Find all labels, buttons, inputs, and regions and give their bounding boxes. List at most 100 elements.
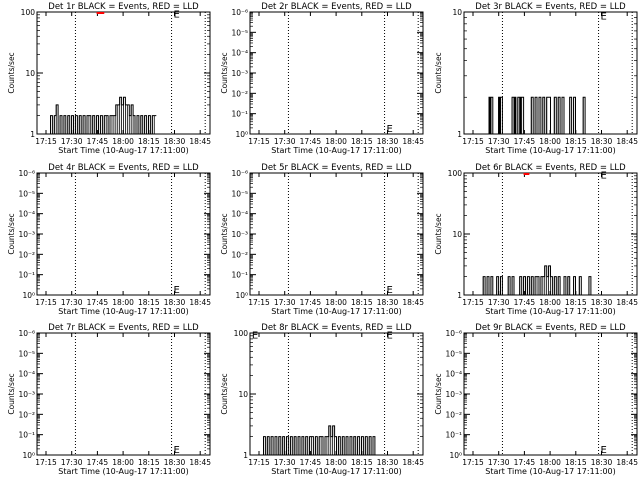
- y-tick-label: 10⁻¹: [18, 271, 35, 280]
- chart-panel-2: Det 2r BLACK = Events, RED = LLD 17:15 17:…: [220, 2, 424, 155]
- chart-panel-4: Det 4r BLACK = Events, RED = LLD 17:15 17:…: [7, 163, 211, 316]
- e-marker: E: [600, 445, 606, 456]
- x-tick-label: 18:30: [591, 298, 613, 307]
- x-tick-label: 18:30: [164, 137, 186, 146]
- y-tick-label: 10⁻³: [445, 390, 462, 399]
- chart-panel-6: Det 6r BLACK = Events, RED = LLD 17:15 17:…: [434, 163, 638, 316]
- e-marker: E: [173, 9, 179, 20]
- y-axis-label: Counts/sec: [7, 373, 16, 414]
- x-tick-label: 18:30: [164, 298, 186, 307]
- x-tick-label: 18:00: [112, 137, 134, 146]
- x-axis-label: Start Time (10-Aug-17 17:11:00): [485, 146, 616, 155]
- x-tick-label: 18:15: [138, 137, 160, 146]
- x-tick-label: 17:15: [35, 298, 57, 307]
- events-series: [263, 425, 377, 456]
- x-tick-label: 17:15: [248, 137, 270, 146]
- x-tick-label: 17:30: [488, 458, 510, 467]
- y-tick-label: 10⁻⁶: [18, 169, 35, 178]
- x-tick-label: 17:30: [488, 137, 510, 146]
- x-tick-label: 18:00: [112, 458, 134, 467]
- y-tick-label: 1: [457, 291, 462, 300]
- x-tick-label: 18:30: [591, 458, 613, 467]
- y-tick-label: 10⁰: [449, 451, 462, 460]
- x-tick-label: 18:45: [616, 137, 638, 146]
- y-axis-label: Counts/sec: [434, 52, 443, 93]
- e-marker: E: [173, 285, 179, 296]
- y-tick-label: 10⁻⁶: [18, 329, 35, 338]
- x-tick-label: 17:45: [514, 137, 536, 146]
- x-tick-label: 18:00: [325, 458, 347, 467]
- e-marker: E: [600, 11, 606, 22]
- x-axis-label: Start Time (10-Aug-17 17:11:00): [485, 467, 616, 476]
- x-axis-label: Start Time (10-Aug-17 17:11:00): [58, 307, 189, 316]
- y-tick-label: 10⁰: [22, 451, 35, 460]
- y-tick-label: 10⁻³: [18, 230, 35, 239]
- y-tick-label: 10⁻⁴: [231, 49, 248, 58]
- y-tick-label: 100: [234, 329, 249, 338]
- x-tick-label: 17:30: [488, 298, 510, 307]
- plot-frame: [249, 172, 424, 296]
- y-tick-label: 10⁻⁶: [445, 329, 462, 338]
- y-tick-label: 10⁻¹: [18, 431, 35, 440]
- x-tick-label: 17:15: [462, 298, 484, 307]
- x-tick-label: 18:45: [616, 298, 638, 307]
- y-tick-label: 10⁻⁴: [445, 370, 462, 379]
- x-tick-label: 17:45: [300, 298, 322, 307]
- e-marker: E: [252, 330, 258, 341]
- y-tick-label: 10⁻⁴: [18, 370, 35, 379]
- y-tick-label: 1: [243, 451, 248, 460]
- chart-title: Det 2r BLACK = Events, RED = LLD: [261, 2, 412, 12]
- y-tick-label: 10⁻²: [18, 410, 35, 419]
- x-tick-label: 17:30: [61, 137, 83, 146]
- chart-panel-5: Det 5r BLACK = Events, RED = LLD 17:15 17:…: [220, 163, 424, 316]
- events-series: [482, 265, 593, 296]
- chart-panel-1: Det 1r BLACK = Events, RED = LLD 17:15 17:…: [7, 2, 211, 155]
- x-tick-label: 18:45: [402, 298, 424, 307]
- y-axis-label: Counts/sec: [220, 213, 229, 254]
- e-marker: E: [173, 445, 179, 456]
- x-tick-label: 17:30: [61, 458, 83, 467]
- chart-panel-8: Det 8r BLACK = Events, RED = LLD 17:15 17:…: [220, 323, 424, 476]
- x-tick-label: 17:45: [87, 298, 109, 307]
- y-tick-label: 10⁻⁵: [231, 28, 248, 37]
- y-tick-label: 10⁻⁵: [231, 189, 248, 198]
- x-tick-label: 18:30: [377, 137, 399, 146]
- x-tick-label: 17:45: [87, 137, 109, 146]
- x-tick-label: 18:15: [138, 298, 160, 307]
- y-axis-label: Counts/sec: [7, 213, 16, 254]
- y-tick-label: 10⁻¹: [231, 271, 248, 280]
- x-tick-label: 17:15: [248, 458, 270, 467]
- x-tick-label: 18:45: [402, 458, 424, 467]
- x-tick-label: 17:45: [300, 458, 322, 467]
- x-tick-label: 18:45: [189, 137, 211, 146]
- x-tick-label: 18:45: [189, 458, 211, 467]
- x-tick-label: 18:00: [539, 458, 561, 467]
- chart-title: Det 3r BLACK = Events, RED = LLD: [475, 2, 626, 12]
- e-marker: E: [386, 285, 392, 296]
- x-tick-label: 17:45: [300, 137, 322, 146]
- chart-title: Det 1r BLACK = Events, RED = LLD: [48, 2, 199, 12]
- x-tick-label: 17:15: [35, 458, 57, 467]
- x-tick-label: 18:45: [189, 298, 211, 307]
- x-tick-label: 17:30: [274, 137, 296, 146]
- y-axis-label: Counts/sec: [220, 52, 229, 93]
- x-tick-label: 17:30: [274, 298, 296, 307]
- x-axis-label: Start Time (10-Aug-17 17:11:00): [485, 307, 616, 316]
- y-tick-label: 10⁻²: [445, 410, 462, 419]
- y-tick-label: 10⁻⁶: [231, 169, 248, 178]
- chart-panel-9: Det 9r BLACK = Events, RED = LLD 17:15 17:…: [434, 323, 638, 476]
- y-tick-label: 10: [238, 390, 248, 399]
- chart-title: Det 9r BLACK = Events, RED = LLD: [475, 323, 626, 333]
- x-tick-label: 18:15: [351, 137, 373, 146]
- y-tick-label: 10⁻¹: [445, 431, 462, 440]
- x-axis-label: Start Time (10-Aug-17 17:11:00): [271, 307, 402, 316]
- x-axis-label: Start Time (10-Aug-17 17:11:00): [271, 146, 402, 155]
- y-axis-label: Counts/sec: [7, 52, 16, 93]
- x-tick-label: 17:45: [514, 458, 536, 467]
- x-tick-label: 18:15: [565, 458, 587, 467]
- y-tick-label: 1: [30, 130, 35, 139]
- y-tick-label: 1: [457, 130, 462, 139]
- y-axis-label: Counts/sec: [220, 373, 229, 414]
- x-tick-label: 18:00: [112, 298, 134, 307]
